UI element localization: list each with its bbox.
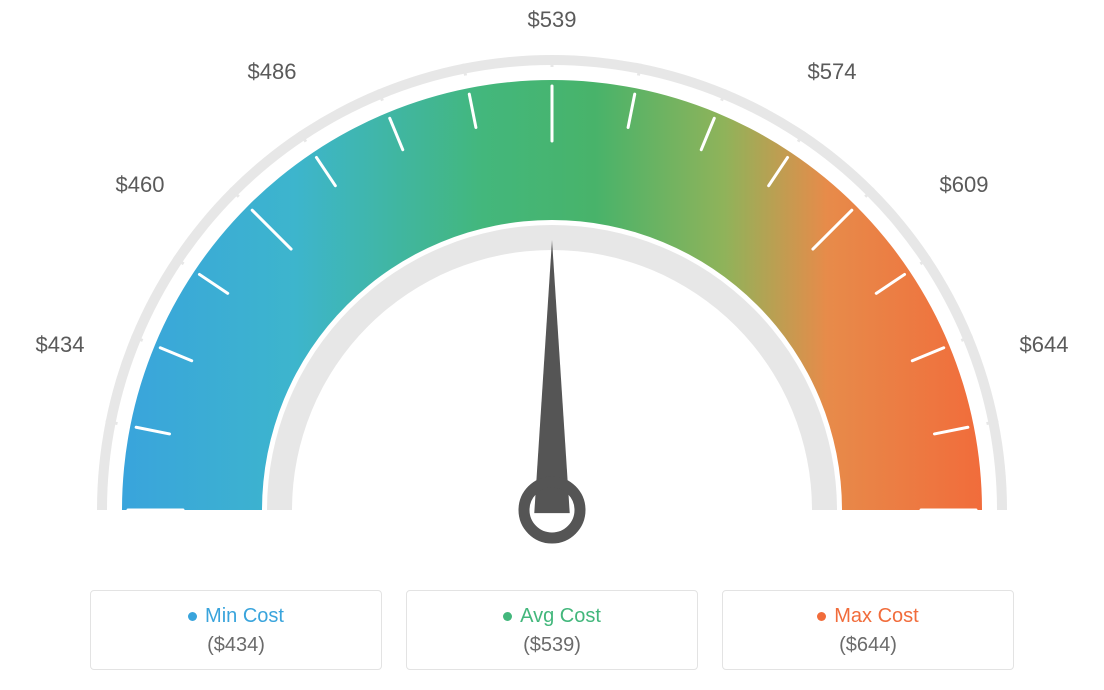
legend-text: Max Cost	[834, 605, 918, 628]
gauge-tick-label: $434	[36, 332, 85, 358]
gauge-tick-label: $539	[528, 7, 577, 33]
legend-label-max: Max Cost	[817, 605, 918, 628]
legend-value-min: ($434)	[91, 634, 381, 657]
gauge-tick-label: $609	[940, 172, 989, 198]
gauge-svg	[0, 0, 1104, 560]
legend-text: Avg Cost	[520, 605, 601, 628]
gauge-tick-label: $644	[1020, 332, 1069, 358]
legend-row: Min Cost ($434) Avg Cost ($539) Max Cost…	[0, 590, 1104, 670]
cost-gauge: $434 $460 $486 $539 $574 $609 $644	[0, 0, 1104, 560]
dot-icon	[817, 612, 826, 621]
legend-value-max: ($644)	[723, 634, 1013, 657]
legend-label-min: Min Cost	[188, 605, 284, 628]
dot-icon	[188, 612, 197, 621]
legend-value-avg: ($539)	[407, 634, 697, 657]
legend-label-avg: Avg Cost	[503, 605, 601, 628]
legend-card-max: Max Cost ($644)	[722, 590, 1014, 670]
gauge-tick-label: $486	[248, 59, 297, 85]
dot-icon	[503, 612, 512, 621]
legend-card-avg: Avg Cost ($539)	[406, 590, 698, 670]
gauge-tick-label: $460	[116, 172, 165, 198]
legend-card-min: Min Cost ($434)	[90, 590, 382, 670]
legend-text: Min Cost	[205, 605, 284, 628]
gauge-tick-label: $574	[808, 59, 857, 85]
